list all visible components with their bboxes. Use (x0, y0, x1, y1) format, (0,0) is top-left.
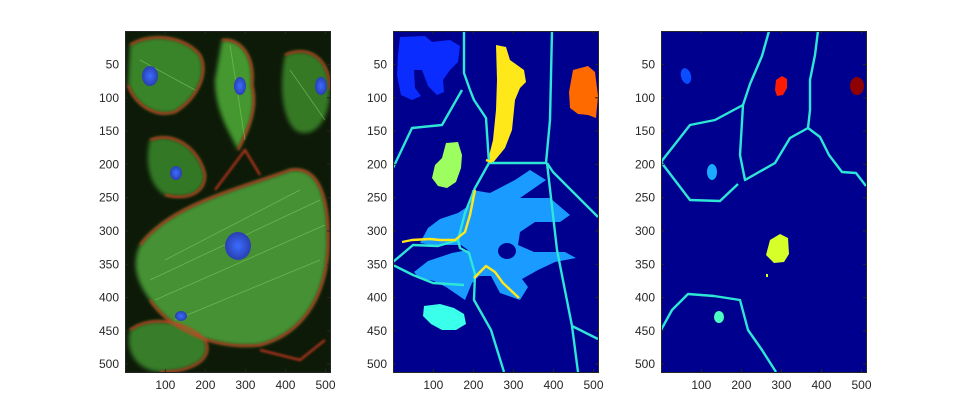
region-yellow (488, 45, 526, 164)
y-tick-label: 100 (367, 91, 387, 105)
region-light-green (432, 142, 462, 188)
x-tick-label: 100 (423, 378, 443, 392)
x-tick-label: 200 (463, 378, 483, 392)
y-tick-label: 250 (367, 191, 387, 205)
axis-frame (125, 31, 331, 373)
axis-ticks: 100 200 300 400 500 50 100 150 200 250 300 350 400 45… (635, 31, 872, 392)
axis-frame (393, 31, 599, 373)
y-tick-label: 500 (99, 357, 119, 371)
segmentation-panel: 100 200 300 400 500 50 100 150 200 250 300 350 400 45… (367, 31, 604, 392)
nucleus-aqua (714, 311, 724, 323)
region-light-blue (414, 170, 576, 300)
x-tick-label: 400 (811, 378, 831, 392)
watershed-boundaries (661, 31, 866, 372)
highlight-boundaries (401, 158, 520, 299)
y-tick-label: 200 (635, 157, 655, 171)
nuclei-panel: 100 200 300 400 500 50 100 150 200 250 300 350 400 45… (635, 31, 872, 392)
x-tick-label: 400 (543, 378, 563, 392)
axis-frame (661, 31, 867, 373)
y-tick-label: 200 (99, 157, 119, 171)
x-tick-label: 100 (691, 378, 711, 392)
nuclei-image (661, 31, 866, 372)
y-tick-label: 150 (367, 124, 387, 138)
y-tick-label: 400 (367, 291, 387, 305)
x-tick-label: 300 (503, 378, 523, 392)
x-tick-label: 200 (731, 378, 751, 392)
y-tick-label: 300 (367, 224, 387, 238)
axis-ticks: 100 200 300 400 500 50 100 150 200 250 300 350 400 45… (99, 31, 336, 392)
x-tick-label: 300 (771, 378, 791, 392)
segmentation-image (393, 31, 598, 372)
y-tick-label: 300 (635, 224, 655, 238)
y-tick-label: 500 (635, 357, 655, 371)
y-tick-label: 400 (99, 291, 119, 305)
x-tick-label: 500 (315, 378, 335, 392)
y-tick-label: 50 (106, 57, 120, 71)
y-tick-label: 350 (367, 257, 387, 271)
region-blue (397, 36, 460, 100)
microscopy-image-panel: 100 200 300 400 500 50 100 150 200 250 300 350 400 45… (99, 31, 336, 392)
y-tick-label: 100 (635, 91, 655, 105)
nucleus-yellow-green (766, 234, 789, 263)
y-tick-label: 250 (635, 191, 655, 205)
y-tick-label: 350 (635, 257, 655, 271)
y-tick-label: 400 (635, 291, 655, 305)
watershed-boundaries (393, 31, 598, 372)
nucleus-dark-red (850, 77, 864, 95)
y-tick-label: 50 (642, 57, 656, 71)
y-tick-label: 150 (635, 124, 655, 138)
x-tick-label: 200 (195, 378, 215, 392)
y-tick-label: 250 (99, 191, 119, 205)
nucleus-sky (707, 164, 717, 180)
nucleus-small-spot (766, 274, 768, 277)
nucleus-blue (680, 68, 692, 84)
y-tick-label: 100 (99, 91, 119, 105)
y-tick-label: 150 (99, 124, 119, 138)
x-tick-label: 500 (583, 378, 603, 392)
y-tick-label: 500 (367, 357, 387, 371)
region-orange (569, 66, 598, 118)
y-tick-label: 450 (367, 324, 387, 338)
y-tick-label: 450 (99, 324, 119, 338)
x-tick-label: 100 (155, 378, 175, 392)
y-tick-label: 300 (99, 224, 119, 238)
x-tick-label: 300 (235, 378, 255, 392)
region-cyan (423, 304, 466, 330)
y-tick-label: 450 (635, 324, 655, 338)
y-tick-label: 200 (367, 157, 387, 171)
y-tick-label: 350 (99, 257, 119, 271)
x-tick-label: 400 (275, 378, 295, 392)
nucleus-red (775, 76, 787, 96)
y-tick-label: 50 (374, 57, 388, 71)
cell-image (126, 36, 330, 372)
x-tick-label: 500 (851, 378, 871, 392)
axis-ticks: 100 200 300 400 500 50 100 150 200 250 300 350 400 45… (367, 31, 604, 392)
nuclei-background (661, 31, 866, 372)
